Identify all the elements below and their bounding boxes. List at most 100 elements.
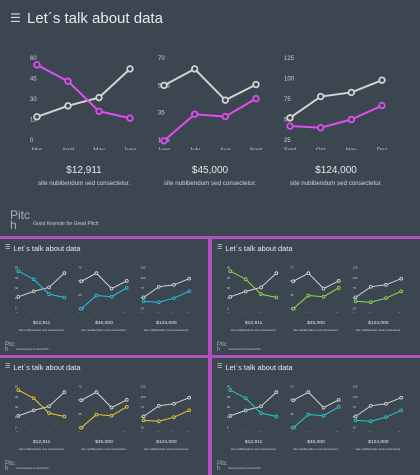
data-point bbox=[259, 292, 263, 296]
series-line bbox=[80, 391, 128, 409]
y-tick-label: 75 bbox=[284, 97, 291, 103]
y-tick-label: 125 bbox=[353, 266, 358, 270]
data-point bbox=[94, 390, 99, 394]
x-tick-label: July bbox=[189, 148, 200, 150]
data-point bbox=[316, 92, 325, 101]
data-point bbox=[47, 285, 51, 290]
stat-value: $124,000 bbox=[368, 320, 389, 326]
data-point bbox=[259, 411, 263, 415]
stat-caption: site nubibendum sed consectetur. bbox=[230, 447, 277, 452]
data-point bbox=[221, 96, 230, 104]
x-tick-label: June bbox=[78, 311, 85, 313]
brand-tagline: Good Keynote for Great Pitch bbox=[33, 221, 99, 227]
data-point bbox=[228, 294, 233, 299]
data-point bbox=[353, 414, 358, 419]
series-line bbox=[18, 270, 65, 298]
y-tick-label: 125 bbox=[141, 385, 146, 389]
data-point bbox=[306, 293, 311, 298]
y-tick-label: 75 bbox=[353, 286, 357, 290]
data-point bbox=[228, 269, 233, 273]
x-tick-label: Dec bbox=[399, 430, 405, 432]
stat-caption: site nubibendum sed consectetur. bbox=[37, 180, 131, 187]
stat-caption: site nubibendum sed consectetur. bbox=[289, 180, 383, 187]
data-point bbox=[109, 294, 114, 299]
data-point bbox=[321, 405, 326, 410]
data-point bbox=[141, 295, 146, 300]
y-tick-label: 75 bbox=[141, 405, 145, 409]
stat-caption: site nubibendum sed consectetur. bbox=[81, 447, 127, 452]
x-tick-label: June bbox=[61, 430, 68, 432]
series-line bbox=[355, 290, 402, 303]
y-tick-label: 45 bbox=[30, 77, 37, 83]
data-point bbox=[316, 123, 325, 132]
y-tick-label: 25 bbox=[353, 306, 357, 310]
stat-value: $12,911 bbox=[32, 439, 51, 445]
y-tick-label: 30 bbox=[15, 286, 19, 290]
data-point bbox=[126, 114, 134, 122]
charts-row: 015304560MarAprilMayJune17.53552.570June… bbox=[15, 266, 193, 314]
y-tick-label: 100 bbox=[353, 276, 358, 280]
hamburger-menu-icon[interactable]: ☰ bbox=[4, 245, 11, 252]
stat-value: $45,000 bbox=[95, 320, 113, 326]
data-point bbox=[47, 404, 51, 409]
series-line bbox=[292, 287, 340, 310]
x-tick-label: Nov bbox=[383, 311, 389, 313]
hamburger-menu-icon[interactable]: ☰ bbox=[4, 364, 11, 371]
x-tick-label: May bbox=[46, 311, 52, 313]
x-tick-label: June bbox=[273, 311, 280, 313]
data-point bbox=[109, 286, 114, 291]
data-point bbox=[384, 296, 388, 301]
x-tick-label: Dec bbox=[187, 430, 193, 432]
y-tick-label: 100 bbox=[284, 77, 295, 83]
stat-value: $12,911 bbox=[244, 439, 263, 445]
data-point bbox=[399, 276, 404, 281]
x-tick-label: April bbox=[31, 430, 37, 432]
x-tick-label: Sept bbox=[141, 311, 147, 313]
line-chart-1: 0 15 30 45 60 Mar April May June bbox=[227, 266, 280, 314]
data-point bbox=[141, 299, 146, 304]
y-tick-label: 70 bbox=[290, 385, 294, 389]
data-point bbox=[252, 94, 260, 103]
y-tick-label: 100 bbox=[141, 395, 146, 399]
x-tick-label: May bbox=[46, 430, 52, 432]
series-line bbox=[80, 406, 128, 429]
series-line bbox=[163, 97, 257, 142]
data-point bbox=[79, 279, 84, 284]
data-point bbox=[384, 282, 388, 287]
x-tick-label: Sept bbox=[353, 430, 359, 432]
charts-row: 015304560MarAprilMayJune17.53552.570June… bbox=[30, 56, 388, 150]
x-tick-label: Nov bbox=[171, 430, 177, 432]
data-point bbox=[172, 296, 176, 301]
hamburger-menu-icon[interactable]: ☰ bbox=[216, 364, 223, 371]
brand-logo-text: Pitc h bbox=[5, 462, 15, 473]
brand-logo-text: Pitc h bbox=[5, 343, 15, 354]
x-tick-label: June bbox=[78, 430, 85, 432]
data-point bbox=[353, 418, 358, 423]
brand-line-2: h bbox=[216, 466, 221, 473]
stat-value: $12,911 bbox=[66, 165, 102, 176]
slide-variant[interactable]: ☰Let´s talk about data015304560MarAprilM… bbox=[0, 0, 420, 236]
data-point bbox=[47, 292, 51, 296]
x-tick-label: Dec bbox=[377, 148, 388, 150]
data-point bbox=[306, 390, 311, 394]
y-tick-label: 125 bbox=[353, 385, 358, 389]
data-point bbox=[384, 415, 388, 420]
series-line bbox=[143, 290, 190, 303]
hamburger-menu-icon[interactable]: ☰ bbox=[10, 11, 21, 25]
hamburger-menu-icon[interactable]: ☰ bbox=[216, 245, 223, 252]
y-tick-label: 0 bbox=[15, 306, 17, 310]
brand-tagline: Good Keynote for Great Pitch bbox=[16, 467, 49, 471]
x-tick-label: Dec bbox=[399, 311, 405, 313]
x-tick-label: July bbox=[94, 430, 100, 432]
brand-tagline: Good Keynote for Great Pitch bbox=[16, 348, 49, 352]
data-point bbox=[368, 284, 373, 289]
data-point bbox=[368, 403, 373, 408]
line-chart-3: 255075100125SeptOctNovDec bbox=[353, 385, 405, 433]
data-point bbox=[378, 101, 386, 110]
line-chart-3: 255075100125SeptOctNovDec bbox=[141, 266, 193, 314]
